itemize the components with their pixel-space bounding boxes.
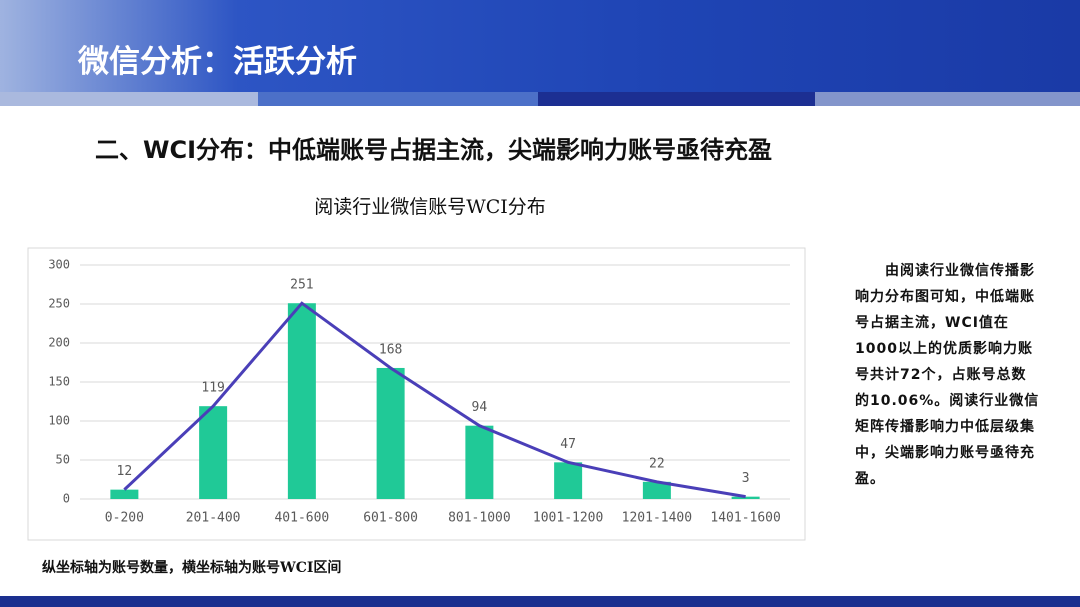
subtitle: 二、WCI分布：中低端账号占据主流，尖端影响力账号亟待充盈 (95, 136, 773, 164)
bar (465, 425, 494, 499)
bar (110, 489, 139, 499)
bar (287, 303, 316, 499)
bottom-band (0, 596, 1080, 607)
data-label: 3 (742, 471, 750, 486)
strip (0, 92, 258, 106)
x-tick-label: 601-800 (363, 511, 418, 526)
y-tick-label: 250 (48, 297, 70, 311)
note: 由阅读行业微信传播影响力分布图可知，中低端账号占据主流，WCI值在1000以上的… (855, 263, 1040, 487)
data-label: 94 (472, 400, 488, 415)
x-tick-label: 401-600 (274, 511, 329, 526)
data-label: 22 (649, 456, 665, 471)
bar (642, 481, 671, 499)
header-title: 微信分析：活跃分析 (78, 44, 357, 80)
footnote: 纵坐标轴为账号数量，横坐标轴为账号WCI区间 (42, 560, 342, 576)
bar (554, 462, 583, 499)
bar (731, 496, 760, 499)
chart-title: 阅读行业微信账号WCI分布 (314, 196, 546, 218)
header-band: 微信分析：活跃分析 (0, 0, 1080, 92)
y-tick-label: 50 (56, 453, 70, 467)
data-label: 47 (560, 437, 576, 452)
y-tick-label: 100 (48, 414, 70, 428)
x-tick-label: 1001-1200 (533, 511, 603, 526)
x-tick-label: 201-400 (186, 511, 241, 526)
y-tick-label: 0 (63, 492, 70, 506)
x-tick-label: 801-1000 (448, 511, 511, 526)
data-label: 168 (379, 342, 402, 357)
strip (538, 92, 815, 106)
data-label: 251 (290, 278, 313, 293)
y-tick-label: 150 (48, 375, 70, 389)
chart-frame (27, 247, 806, 541)
trend-line (123, 301, 746, 499)
y-tick-label: 200 (48, 336, 70, 350)
data-label: 119 (201, 381, 224, 396)
x-tick-label: 1201-1400 (622, 511, 692, 526)
y-tick-label: 300 (48, 258, 70, 272)
x-tick-label: 1401-1600 (710, 511, 780, 526)
strip (258, 92, 538, 106)
data-label: 12 (117, 464, 133, 479)
x-tick-label: 0-200 (105, 511, 144, 526)
strip (815, 92, 1080, 106)
bar (199, 406, 228, 499)
bar (376, 367, 405, 499)
